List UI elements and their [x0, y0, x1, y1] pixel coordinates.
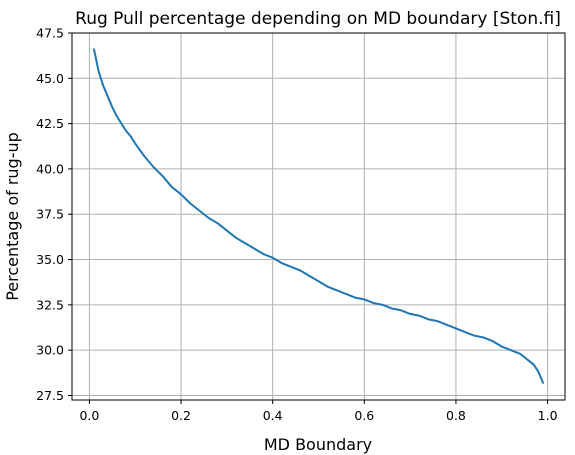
x-tick-label: 0.4 [263, 408, 283, 423]
y-axis-label: Percentage of rug-up [3, 132, 22, 301]
plot-frame [71, 32, 566, 401]
y-tick-label: 32.5 [36, 297, 64, 312]
chart-title: Rug Pull percentage depending on MD boun… [75, 9, 561, 29]
x-axis-label: MD Boundary [264, 435, 372, 454]
x-tick-label: 0.2 [171, 408, 191, 423]
x-tick-label: 0.0 [79, 408, 99, 423]
y-tick-label: 47.5 [36, 26, 64, 41]
y-tick-label: 40.0 [36, 161, 64, 176]
grid-layer [72, 32, 565, 400]
y-tick-label: 27.5 [36, 388, 64, 403]
x-tick-label: 0.6 [354, 408, 374, 423]
y-tick-label: 42.5 [36, 116, 64, 131]
y-tick-label: 37.5 [36, 207, 64, 222]
tick-layer: 0.0 0.2 0.4 0.6 0.8 1.0 27.5 30.0 32.5 35.0 37.5 40… [36, 26, 557, 424]
y-tick-label: 45.0 [36, 71, 64, 86]
y-tick-label: 30.0 [36, 343, 64, 358]
x-tick-label: 1.0 [538, 408, 558, 423]
series-layer [92, 48, 545, 384]
x-tick-label: 0.8 [446, 408, 466, 423]
series-line [92, 48, 545, 384]
y-tick-label: 35.0 [36, 252, 64, 267]
